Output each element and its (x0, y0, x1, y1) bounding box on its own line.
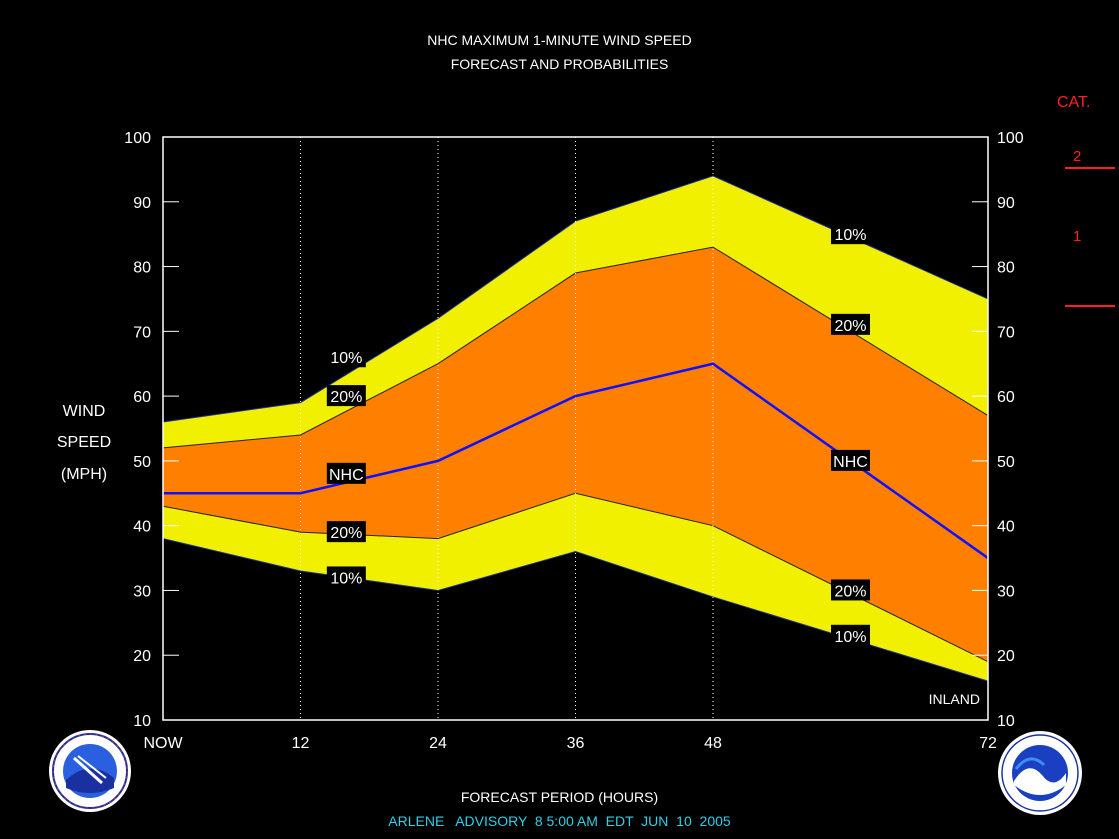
curve-label-box (831, 313, 870, 335)
advisory-text: ARLENE ADVISORY 8 5:00 AM EDT JUN 10 200… (388, 813, 731, 829)
curve-label: 10% (834, 629, 866, 646)
category-1-label: 1 (1073, 228, 1082, 245)
category-2-label: 2 (1073, 148, 1082, 165)
curve-label: 10% (330, 350, 362, 367)
x-tick-label: 12 (292, 735, 310, 752)
y-tick-label-right: 20 (997, 648, 1015, 665)
x-axis-label: FORECAST PERIOD (HOURS) (460, 789, 659, 805)
series-line-upper-10 (162, 175, 989, 423)
y-tick-label-right: 10 (997, 713, 1015, 730)
nws-logo-icon (49, 730, 131, 812)
curve-label-box (831, 449, 870, 471)
y-tick-label-left: 30 (133, 583, 151, 600)
y-tick-label-left: 90 (133, 195, 151, 212)
series-line-nhc (163, 362, 989, 560)
x-tick-label: 36 (567, 735, 585, 752)
y-tick-label-left: 10 (133, 713, 151, 730)
x-tick-label: 48 (704, 735, 722, 752)
y-tick-label-right: 100 (997, 130, 1024, 147)
inland-label: INLAND (929, 691, 980, 707)
series-line-upper-20 (162, 246, 989, 449)
curve-label: NHC (833, 454, 868, 471)
curve-label: NHC (329, 467, 364, 484)
curve-label-box (831, 624, 870, 646)
y-tick-label-left: 100 (124, 130, 151, 147)
y-tick-label-right: 40 (997, 519, 1015, 536)
series-line-lower-10 (162, 538, 989, 682)
category-header: CAT. (1057, 94, 1091, 111)
curve-label-box (326, 346, 366, 368)
x-tick-label: NOW (143, 735, 183, 752)
noaa-logo-icon (998, 731, 1082, 815)
y-tick-label-left: 50 (133, 454, 151, 471)
y-tick-label-right: 70 (997, 324, 1015, 341)
curve-label: 20% (834, 318, 866, 335)
y-axis-label-line2: SPEED (56, 434, 112, 451)
curve-label: 20% (330, 525, 362, 542)
y-tick-label-right: 90 (997, 195, 1015, 212)
category-1-threshold-line (1065, 305, 1115, 307)
y-tick-label-left: 40 (133, 519, 151, 536)
y-axis-label-line1: WIND (62, 403, 106, 420)
y-tick-label-left: 60 (133, 389, 151, 406)
y-tick-label-left: 80 (133, 260, 151, 277)
category-2-threshold-line (1065, 167, 1115, 169)
plot-border (162, 136, 989, 721)
y-tick-label-left: 20 (133, 648, 151, 665)
curve-label-box (831, 579, 870, 601)
curve-label: 10% (330, 570, 362, 587)
curve-label-box (326, 462, 366, 484)
curve-label: 10% (834, 227, 866, 244)
curve-label-box (831, 223, 870, 245)
curve-label-box (326, 566, 366, 588)
curve-label: 20% (330, 389, 362, 406)
y-tick-label-left: 70 (133, 324, 151, 341)
y-tick-label-right: 30 (997, 583, 1015, 600)
curve-label: 20% (834, 583, 866, 600)
curve-label-box (326, 521, 366, 543)
series-line-lower-20 (162, 492, 989, 663)
y-axis-label-line3: (MPH) (60, 466, 108, 483)
band-20-percent (163, 247, 988, 662)
x-tick-label: 72 (979, 735, 997, 752)
curve-label-box (326, 385, 366, 407)
y-tick-label-right: 60 (997, 389, 1015, 406)
y-tick-label-right: 80 (997, 260, 1015, 277)
x-tick-label: 24 (429, 735, 447, 752)
y-tick-label-right: 50 (997, 454, 1015, 471)
chart-title-line1: NHC MAXIMUM 1-MINUTE WIND SPEED (427, 32, 692, 48)
chart-title-line2: FORECAST AND PROBABILITIES (450, 56, 669, 72)
